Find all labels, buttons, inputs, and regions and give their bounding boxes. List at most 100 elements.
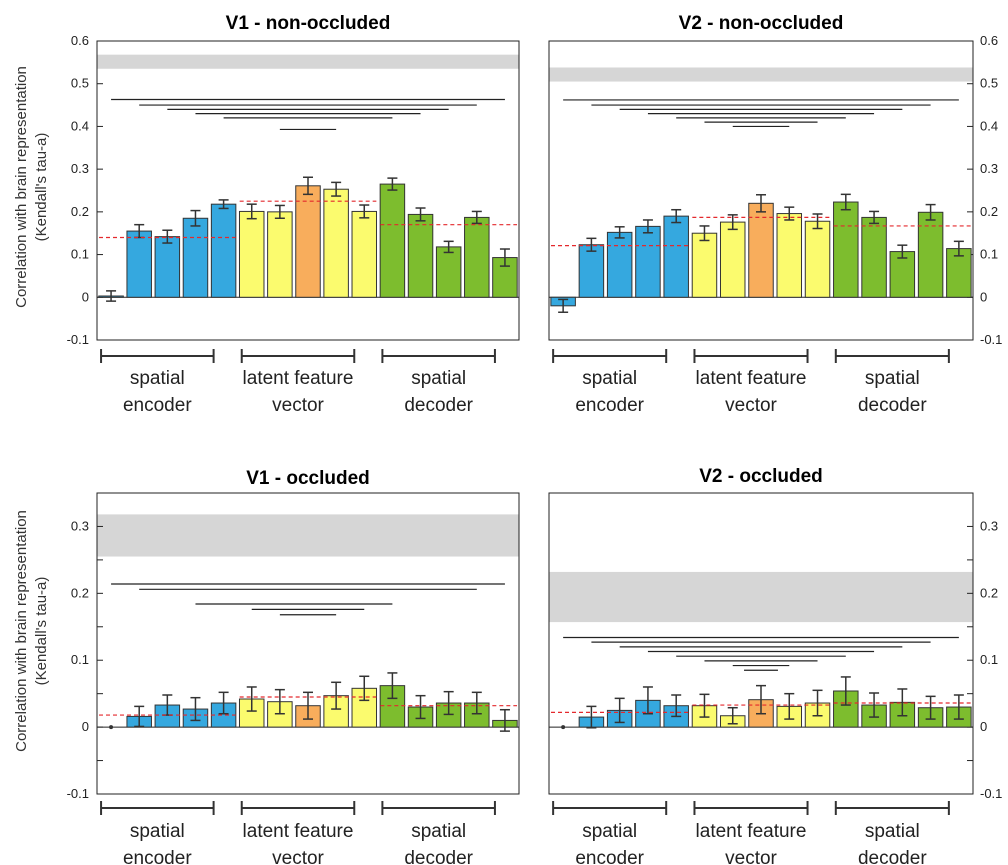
bar (407, 213, 434, 298)
y-tick-label: 0.3 (71, 161, 89, 176)
y-tick-label: 0.5 (980, 76, 998, 91)
group-label-line2: decoder (858, 395, 927, 416)
bar (464, 216, 490, 298)
group-label-line2: encoder (575, 395, 644, 416)
group-label-line1: spatial (865, 821, 920, 842)
panel-title: V2 - non-occluded (679, 13, 844, 34)
axes-frame (96, 40, 520, 341)
bar (182, 217, 209, 298)
group-label-line2: vector (272, 848, 324, 865)
axes-frame (548, 492, 974, 795)
noise-ceiling-band (97, 514, 519, 557)
y-tick-label: 0.5 (71, 76, 89, 91)
y-tick-label: -0.1 (67, 332, 89, 347)
y-tick-label: -0.1 (980, 786, 1002, 801)
bar (323, 188, 349, 298)
bar-marker (109, 725, 114, 730)
group-label-line1: latent feature (696, 368, 807, 389)
group-label-line1: spatial (411, 821, 466, 842)
bar (210, 203, 237, 298)
y-tick-label: 0.3 (980, 161, 998, 176)
bar (663, 215, 689, 298)
group-label-line2: vector (725, 848, 777, 865)
group-label-line1: spatial (130, 368, 185, 389)
bar (154, 236, 181, 298)
y-tick-label: 0.6 (71, 33, 89, 48)
group-label-line1: spatial (865, 368, 920, 389)
y-tick-label: 0 (82, 719, 89, 734)
y-tick-label: 0.4 (980, 118, 998, 133)
bar (719, 221, 746, 298)
axes-frame (548, 40, 974, 341)
panel-title: V1 - occluded (246, 468, 370, 489)
bar (126, 230, 152, 298)
y-tick-label: -0.1 (67, 786, 89, 801)
y-tick-label: 0.1 (980, 247, 998, 262)
group-label-line1: latent feature (243, 368, 354, 389)
noise-ceiling-band (97, 54, 519, 69)
group-label-line1: spatial (130, 821, 185, 842)
bar (606, 231, 633, 298)
bar (379, 183, 406, 298)
group-label-line2: vector (272, 395, 324, 416)
panel-v2-non-occluded: -0.1 0 0.1 0.2 0.3 0.4 0.5 0.6 spatial encoder lat… (548, 13, 1002, 416)
y-tick-label: -0.1 (980, 332, 1002, 347)
group-label-line2: encoder (123, 395, 192, 416)
y-tick-label: 0.3 (71, 518, 89, 533)
y-axis-label-bottom-line2: (Kendall's tau-a) (33, 577, 50, 686)
panel-title: V1 - non-occluded (226, 13, 391, 34)
bar (351, 210, 378, 298)
bar-marker (561, 725, 566, 730)
noise-ceiling-band (549, 67, 973, 82)
axes-frame (96, 492, 520, 795)
bar (748, 202, 774, 298)
bar (889, 251, 916, 298)
panel-v2-occluded: -0.1 0 0.1 0.2 0.3 spatial encoder latent featu… (548, 466, 1002, 865)
bar (946, 248, 972, 298)
y-tick-label: 0.2 (71, 204, 89, 219)
panel-v1-non-occluded: -0.1 0 0.1 0.2 0.3 0.4 0.5 0.6 spatial encoder lat… (67, 13, 520, 416)
y-axis-label-top-line1: Correlation with brain representation (13, 66, 30, 308)
panel-v1-occluded: -0.1 0 0.1 0.2 0.3 spatial encoder latent featu… (67, 468, 520, 865)
group-label-line2: decoder (404, 848, 473, 865)
y-tick-label: 0 (980, 289, 987, 304)
bar (917, 211, 944, 298)
group-label-line2: vector (725, 395, 777, 416)
y-tick-label: 0.4 (71, 118, 89, 133)
y-axis-label-bottom-line1: Correlation with brain representation (13, 510, 30, 752)
group-label-line2: encoder (123, 848, 192, 865)
bar (295, 185, 321, 298)
bar (776, 213, 803, 298)
y-tick-label: 0 (980, 719, 987, 734)
panel-title: V2 - occluded (699, 466, 823, 487)
bar (861, 216, 887, 298)
y-tick-label: 0.6 (980, 33, 998, 48)
group-label-line2: decoder (404, 395, 473, 416)
bar (635, 225, 661, 298)
bar (804, 220, 831, 298)
group-label-line1: spatial (411, 368, 466, 389)
y-tick-label: 0.1 (980, 652, 998, 667)
bar (267, 211, 293, 298)
noise-ceiling-band (549, 571, 973, 623)
y-tick-label: 0.2 (980, 585, 998, 600)
bar (833, 201, 859, 298)
group-label-line1: spatial (582, 821, 637, 842)
group-label-line1: spatial (582, 368, 637, 389)
y-tick-label: 0.1 (71, 652, 89, 667)
bar (492, 257, 518, 298)
group-label-line1: latent feature (243, 821, 354, 842)
y-tick-label: 0.3 (980, 518, 998, 533)
bar (578, 244, 605, 298)
bar (691, 232, 718, 298)
y-tick-label: 0 (82, 289, 89, 304)
bar (435, 246, 462, 298)
y-tick-label: 0.1 (71, 247, 89, 262)
group-label-line1: latent feature (696, 821, 807, 842)
y-axis-label-top-line2: (Kendall's tau-a) (33, 133, 50, 242)
y-tick-label: 0.2 (71, 585, 89, 600)
bar (238, 210, 265, 298)
group-label-line2: encoder (575, 848, 644, 865)
y-tick-label: 0.2 (980, 204, 998, 219)
